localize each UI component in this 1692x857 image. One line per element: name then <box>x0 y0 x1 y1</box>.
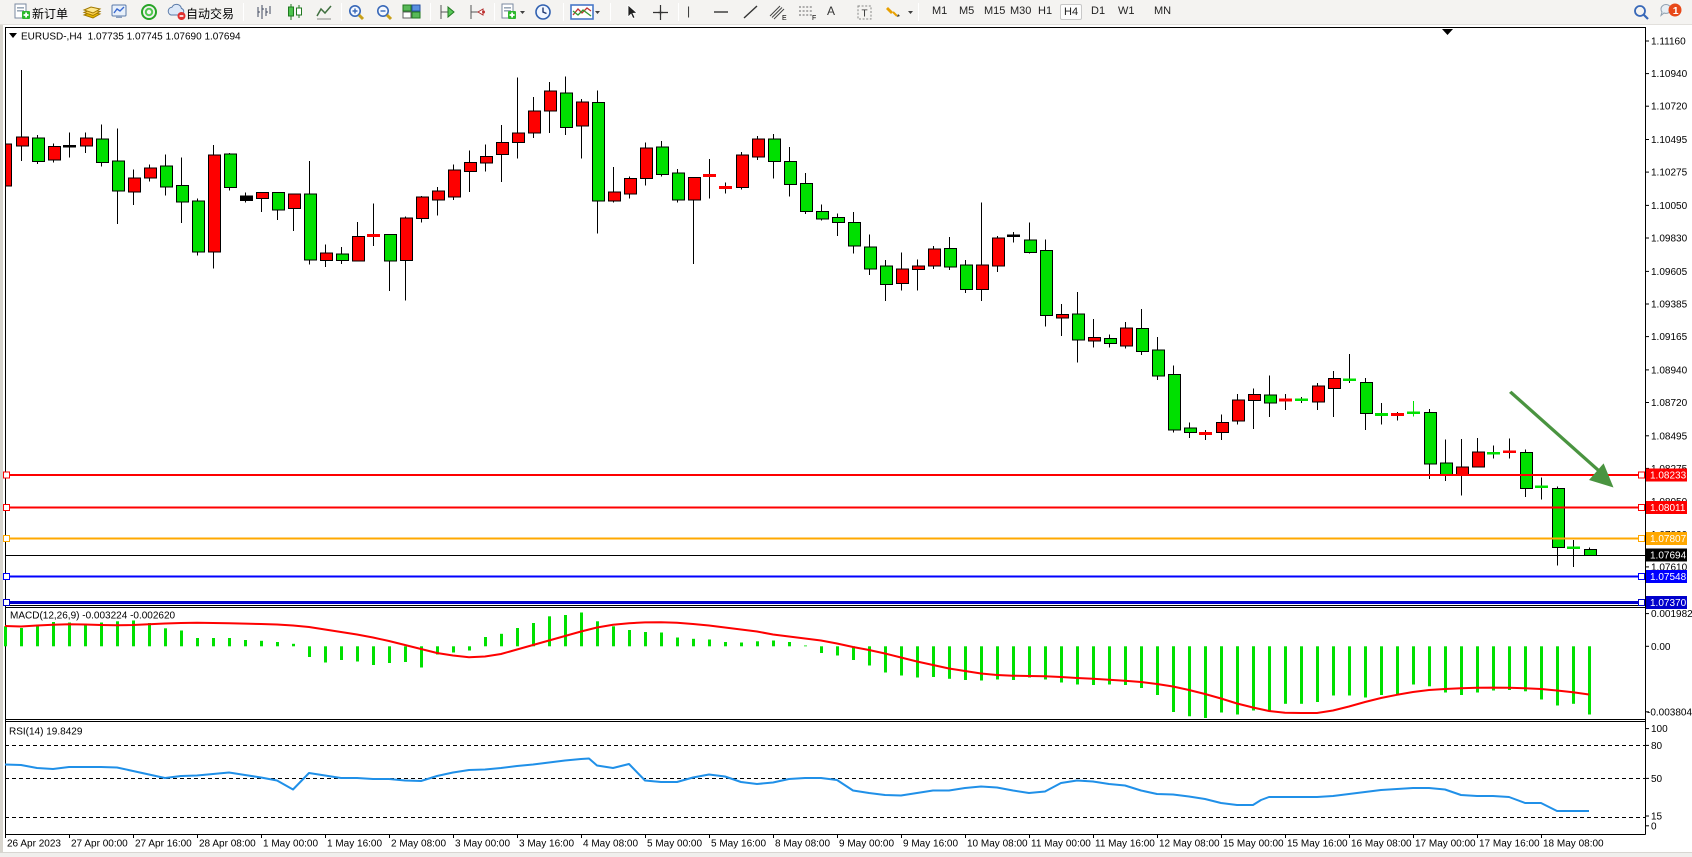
svg-text:0.001982: 0.001982 <box>1651 609 1692 620</box>
svg-text:2 May 08:00: 2 May 08:00 <box>391 839 446 850</box>
svg-text:28 Apr 08:00: 28 Apr 08:00 <box>199 839 256 850</box>
svg-text:1.08495: 1.08495 <box>1651 431 1688 442</box>
svg-text:1.08720: 1.08720 <box>1651 398 1688 409</box>
svg-text:15 May 16:00: 15 May 16:00 <box>1287 839 1348 850</box>
svg-text:1.09830: 1.09830 <box>1651 234 1688 245</box>
svg-text:T: T <box>862 9 868 20</box>
svg-text:17 May 00:00: 17 May 00:00 <box>1415 839 1476 850</box>
svg-text:E: E <box>782 15 787 22</box>
svg-text:10 May 08:00: 10 May 08:00 <box>967 839 1028 850</box>
svg-text:15: 15 <box>1651 812 1663 823</box>
svg-text:1.10940: 1.10940 <box>1651 69 1688 80</box>
svg-text:1.08011: 1.08011 <box>1650 503 1686 514</box>
svg-text:1.07807: 1.07807 <box>1650 534 1687 545</box>
svg-text:1.10720: 1.10720 <box>1651 102 1688 113</box>
svg-text:1.07610: 1.07610 <box>1651 562 1688 573</box>
svg-text:9 May 00:00: 9 May 00:00 <box>839 839 894 850</box>
svg-text:1.07548: 1.07548 <box>1650 572 1687 583</box>
svg-text:1.11160: 1.11160 <box>1651 37 1686 48</box>
svg-text:3 May 16:00: 3 May 16:00 <box>519 839 574 850</box>
svg-text:26 Apr 2023: 26 Apr 2023 <box>7 839 61 850</box>
svg-text:80: 80 <box>1651 741 1663 752</box>
svg-text:F: F <box>812 15 816 22</box>
svg-text:11 May 00:00: 11 May 00:00 <box>1031 839 1091 850</box>
svg-text:15 May 00:00: 15 May 00:00 <box>1223 839 1284 850</box>
svg-text:11 May 16:00: 11 May 16:00 <box>1095 839 1155 850</box>
svg-text:MACD(12,26,9) -0.003224 -0.002: MACD(12,26,9) -0.003224 -0.002620 <box>10 611 176 622</box>
svg-text:50: 50 <box>1651 774 1663 785</box>
svg-text:1.08940: 1.08940 <box>1651 365 1688 376</box>
svg-text:3 May 00:00: 3 May 00:00 <box>455 839 510 850</box>
svg-text:18 May 08:00: 18 May 08:00 <box>1543 839 1604 850</box>
svg-text:1.08233: 1.08233 <box>1650 471 1687 482</box>
svg-text:1.09165: 1.09165 <box>1651 332 1688 343</box>
svg-text:5 May 16:00: 5 May 16:00 <box>711 839 766 850</box>
svg-text:4 May 08:00: 4 May 08:00 <box>583 839 638 850</box>
svg-text:-0.003804: -0.003804 <box>1647 707 1692 718</box>
svg-text:5 May 00:00: 5 May 00:00 <box>647 839 702 850</box>
svg-text:RSI(14) 19.8429: RSI(14) 19.8429 <box>9 727 83 738</box>
svg-text:12 May 08:00: 12 May 08:00 <box>1159 839 1220 850</box>
svg-text:16 May 08:00: 16 May 08:00 <box>1351 839 1412 850</box>
svg-text:27 Apr 00:00: 27 Apr 00:00 <box>71 839 128 850</box>
svg-text:1.10495: 1.10495 <box>1651 135 1688 146</box>
svg-text:1.10275: 1.10275 <box>1651 168 1688 179</box>
svg-text:1.07370: 1.07370 <box>1650 598 1687 609</box>
svg-text:1.10050: 1.10050 <box>1651 201 1688 212</box>
svg-text:1.09385: 1.09385 <box>1651 300 1688 311</box>
svg-text:1 May 00:00: 1 May 00:00 <box>263 839 318 850</box>
svg-text:0.00: 0.00 <box>1651 642 1671 653</box>
svg-text:1: 1 <box>1673 5 1679 17</box>
svg-text:0: 0 <box>1651 821 1657 832</box>
svg-text:EURUSD-,H4 1.07735 1.07745 1.: EURUSD-,H4 1.07735 1.07745 1.07690 1.076… <box>21 32 241 43</box>
svg-text:9 May 16:00: 9 May 16:00 <box>903 839 958 850</box>
svg-text:27 Apr 16:00: 27 Apr 16:00 <box>135 839 192 850</box>
svg-text:1.07694: 1.07694 <box>1650 551 1687 562</box>
svg-text:1.09605: 1.09605 <box>1651 267 1688 278</box>
svg-text:17 May 16:00: 17 May 16:00 <box>1479 839 1540 850</box>
svg-text:8 May 08:00: 8 May 08:00 <box>775 839 830 850</box>
svg-text:100: 100 <box>1651 724 1668 735</box>
svg-text:1 May 16:00: 1 May 16:00 <box>327 839 382 850</box>
